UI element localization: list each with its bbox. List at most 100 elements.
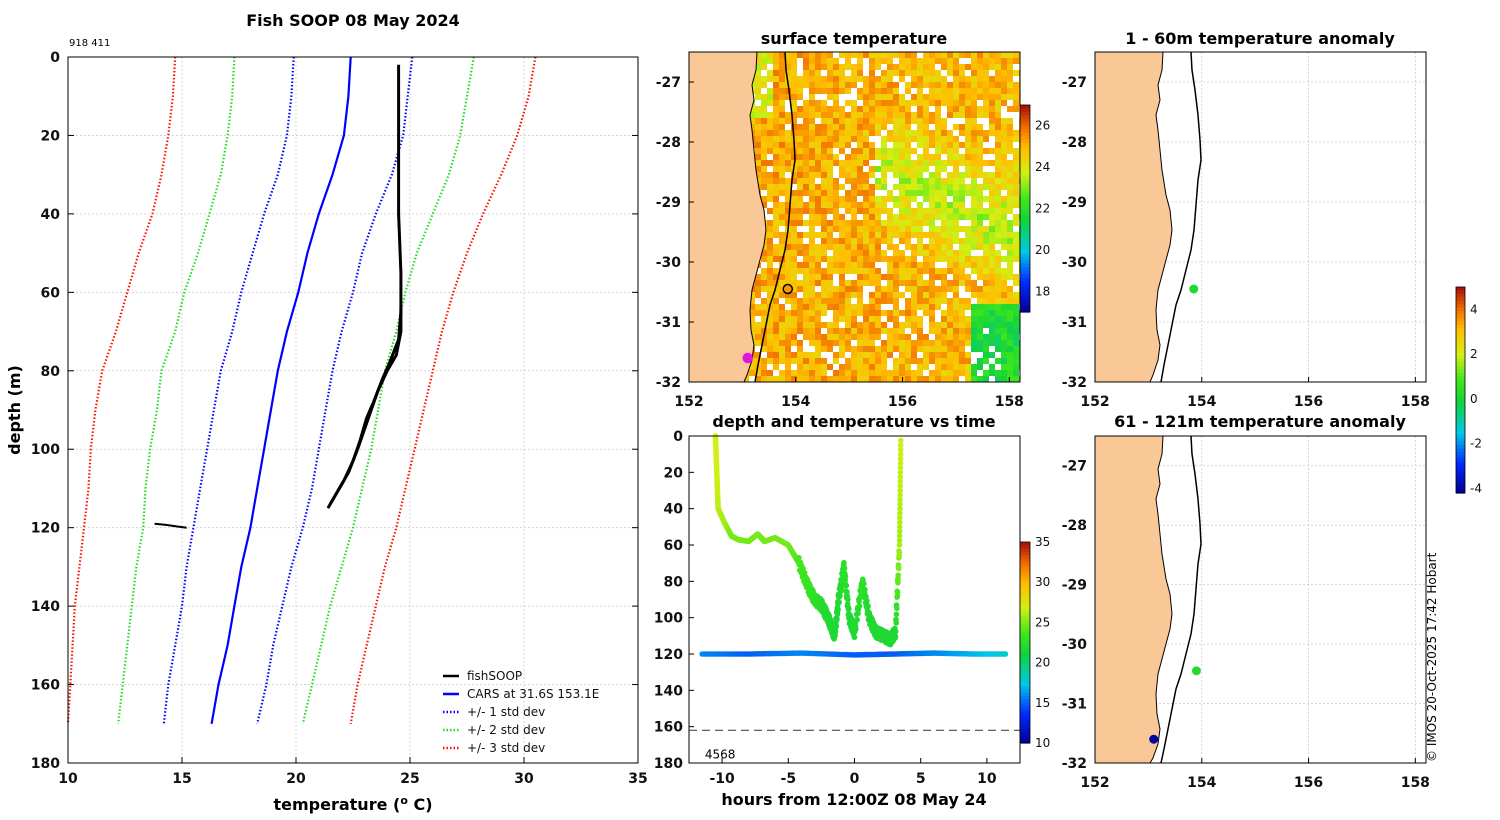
- depthtime-colorbar-cell: [1020, 598, 1030, 603]
- sst-pixel: [977, 238, 983, 244]
- sst-pixel: [995, 298, 1001, 304]
- sst-pixel: [809, 364, 815, 370]
- sst-pixel: [983, 178, 989, 184]
- sst-pixel: [953, 220, 959, 226]
- sst-pixel: [977, 70, 983, 76]
- sst-pixel: [995, 52, 1001, 58]
- sst-pixel: [1007, 328, 1013, 334]
- sst-pixel: [935, 202, 941, 208]
- sst-pixel: [821, 124, 827, 130]
- sst-colorbar-cell: [1020, 111, 1030, 116]
- sst-pixel: [797, 154, 803, 160]
- sst-pixel: [917, 64, 923, 70]
- sst-pixel: [791, 244, 797, 250]
- sst-pixel: [809, 370, 815, 376]
- sst-pixel: [845, 190, 851, 196]
- sst-pixel: [971, 208, 977, 214]
- sst-pixel: [965, 100, 971, 106]
- sst-pixel: [803, 124, 809, 130]
- sst-pixel: [881, 310, 887, 316]
- sst-pixel: [815, 376, 821, 382]
- sst-pixel: [887, 190, 893, 196]
- depthtime-point: [1002, 651, 1009, 657]
- sst-pixel: [887, 88, 893, 94]
- sst-pixel: [797, 136, 803, 142]
- sst-pixel: [815, 280, 821, 286]
- sst-pixel: [833, 208, 839, 214]
- sst-pixel: [845, 202, 851, 208]
- sst-pixel: [887, 76, 893, 82]
- sst-pixel: [947, 334, 953, 340]
- sst-pixel: [917, 124, 923, 130]
- sst-pixel: [947, 364, 953, 370]
- sst-pixel: [929, 58, 935, 64]
- sst-pixel: [887, 340, 893, 346]
- sst-pixel: [833, 184, 839, 190]
- sst-pixel: [809, 184, 815, 190]
- anomaly-colorbar-cell: [1456, 383, 1465, 388]
- sst-pixel: [869, 358, 875, 364]
- sst-pixel: [821, 208, 827, 214]
- sst-pixel: [887, 310, 893, 316]
- sst-pixel: [1013, 160, 1019, 166]
- anomaly-colorbar-cell: [1456, 414, 1465, 419]
- sst-pixel: [929, 262, 935, 268]
- sst-pixel: [881, 160, 887, 166]
- sst-pixel: [935, 364, 941, 370]
- depthtime-colorbar-cell: [1020, 655, 1030, 660]
- sst-pixel: [929, 118, 935, 124]
- sst-pixel: [785, 178, 791, 184]
- sst-pixel: [941, 220, 947, 226]
- sst-pixel: [923, 376, 929, 382]
- sst-pixel: [869, 88, 875, 94]
- sst-pixel: [779, 238, 785, 244]
- sst-pixel: [965, 130, 971, 136]
- sst-pixel: [815, 106, 821, 112]
- sst-pixel: [767, 148, 773, 154]
- sst-pixel: [863, 136, 869, 142]
- sst-pixel: [941, 184, 947, 190]
- sst-pixel: [869, 364, 875, 370]
- sst-pixel: [809, 328, 815, 334]
- depthtime-point: [855, 610, 861, 617]
- sst-pixel: [911, 268, 917, 274]
- sst-pixel: [839, 364, 845, 370]
- sst-pixel: [953, 178, 959, 184]
- main-title: Fish SOOP 08 May 2024: [246, 11, 460, 30]
- sst-pixel: [809, 220, 815, 226]
- depthtime-point: [841, 565, 848, 572]
- sst-pixel: [887, 352, 893, 358]
- sst-pixel: [815, 196, 821, 202]
- sst-pixel: [929, 76, 935, 82]
- sst-pixel: [965, 274, 971, 280]
- sst-pixel: [779, 190, 785, 196]
- sst-pixel: [941, 130, 947, 136]
- sst-pixel: [905, 64, 911, 70]
- sst-pixel: [833, 340, 839, 346]
- sst-pixel: [827, 226, 833, 232]
- profile-ytick-label: 140: [31, 599, 60, 615]
- sst-pixel: [995, 190, 1001, 196]
- sst-pixel: [941, 52, 947, 58]
- anomaly-colorbar-cell: [1456, 359, 1465, 364]
- sst-pixel: [935, 292, 941, 298]
- profile-xtick-label: 30: [514, 771, 534, 787]
- sst-pixel: [815, 148, 821, 154]
- sst-pixel: [917, 292, 923, 298]
- depthtime-point: [898, 437, 904, 444]
- sst-pixel: [893, 130, 899, 136]
- sst-pixel: [809, 232, 815, 238]
- sst-pixel: [773, 292, 779, 298]
- depthtime-colorbar-cell: [1020, 722, 1030, 727]
- sst-pixel: [905, 286, 911, 292]
- sst-pixel: [929, 142, 935, 148]
- sst-pixel: [965, 52, 971, 58]
- sst-pixel: [959, 322, 965, 328]
- sst-pixel: [773, 322, 779, 328]
- sst-pixel: [935, 94, 941, 100]
- sst-pixel: [791, 196, 797, 202]
- sst-colorbar-cell: [1020, 163, 1030, 168]
- sst-pixel: [977, 190, 983, 196]
- sst-pixel: [959, 238, 965, 244]
- sst-pixel: [851, 208, 857, 214]
